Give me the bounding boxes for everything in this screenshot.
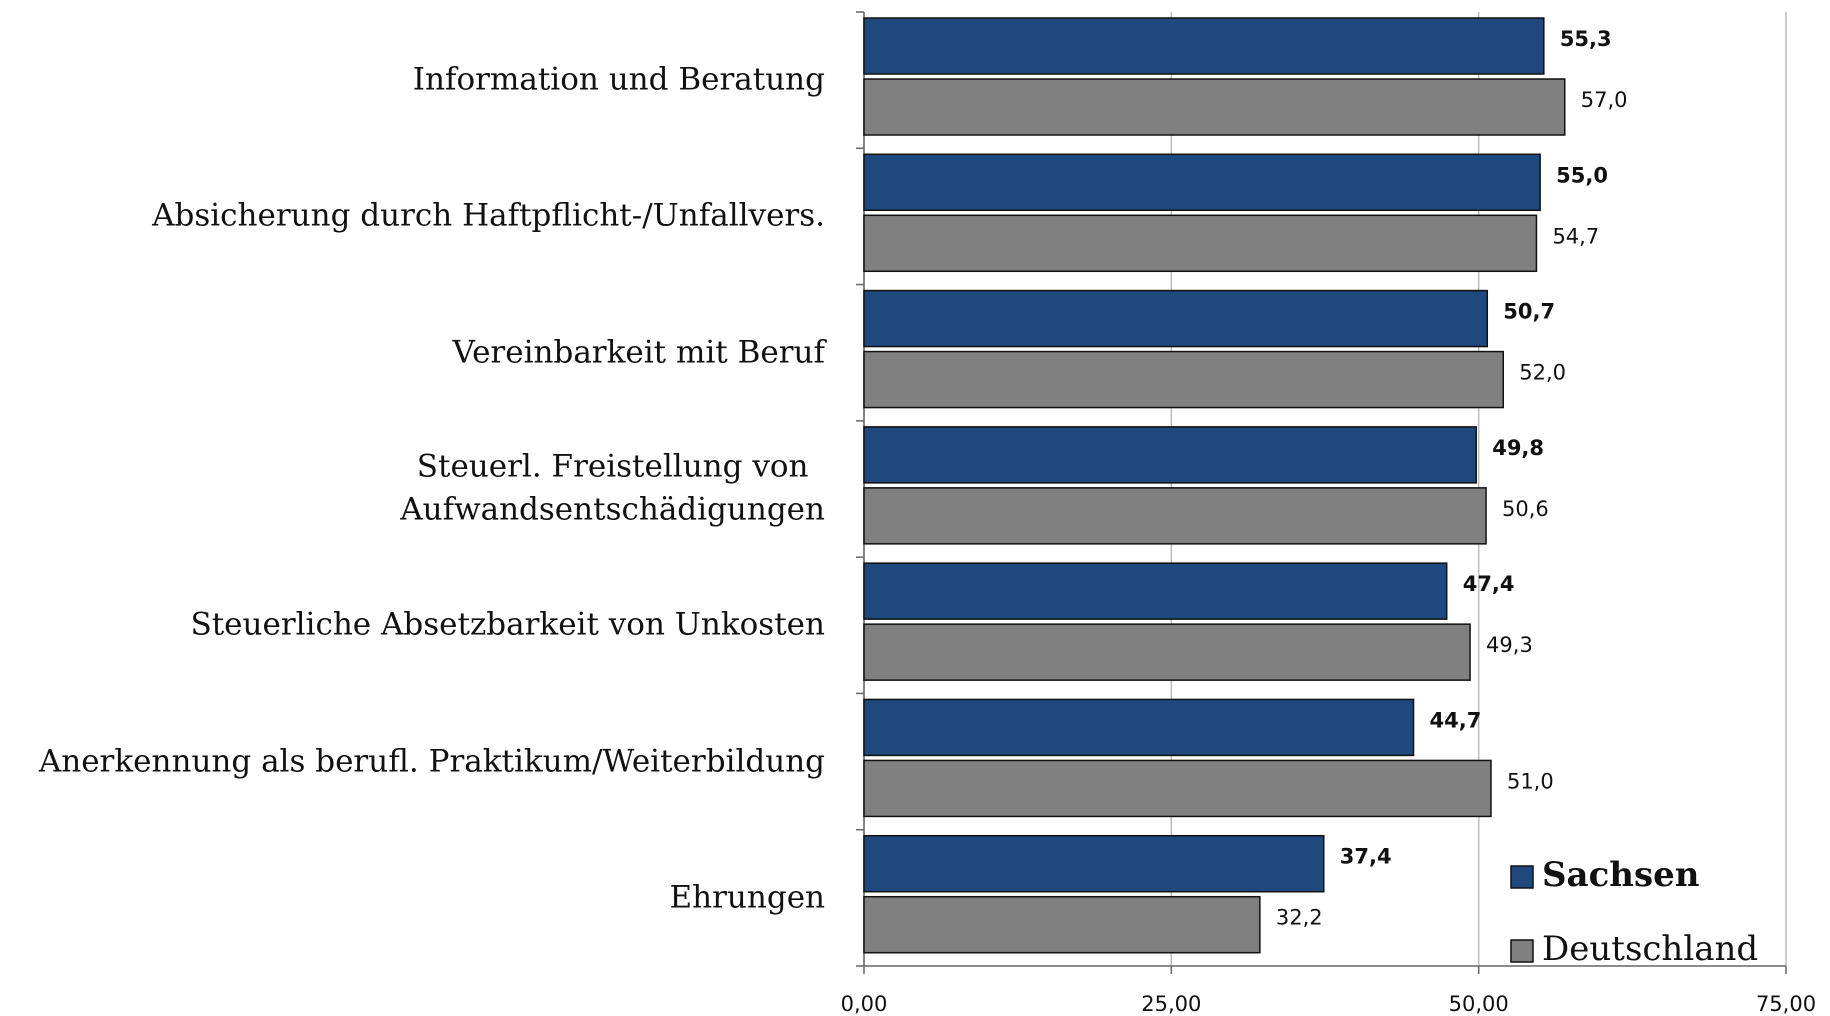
value-label: 57,0 — [1581, 88, 1628, 112]
value-label: 49,3 — [1486, 633, 1533, 657]
category-label: Vereinbarkeit mit Beruf — [452, 334, 825, 371]
bar — [863, 759, 1492, 818]
value-label: 51,0 — [1507, 769, 1554, 793]
category-label: Information und Beratung — [412, 61, 825, 98]
legend-swatch — [1510, 939, 1534, 963]
category-label: Absicherung durch Haftpflicht-/Unfallver… — [152, 197, 825, 234]
bar — [863, 487, 1487, 545]
bar — [863, 426, 1477, 484]
value-label: 44,7 — [1430, 708, 1482, 732]
x-tick-label: 0,00 — [841, 992, 888, 1016]
x-tick-label: 25,00 — [1141, 992, 1201, 1016]
bar — [863, 17, 1545, 75]
value-label: 55,0 — [1556, 163, 1608, 187]
value-label: 54,7 — [1552, 224, 1599, 248]
bar — [863, 153, 1541, 212]
value-label: 49,8 — [1492, 436, 1544, 460]
x-tick-label: 50,00 — [1449, 992, 1509, 1016]
bar — [863, 289, 1489, 348]
bar — [863, 78, 1566, 136]
category-label: Steuerl. Freistellung von Aufwandsentsch… — [400, 448, 825, 528]
legend-label: Sachsen — [1542, 855, 1700, 895]
category-label: Steuerliche Absetzbarkeit von Unkosten — [190, 606, 825, 643]
bar — [863, 698, 1415, 757]
category-label: Anerkennung als berufl. Praktikum/Weiter… — [38, 742, 825, 779]
x-tick-label: 75,00 — [1756, 992, 1816, 1016]
bar — [863, 623, 1471, 681]
bar — [863, 562, 1448, 620]
value-label: 50,7 — [1503, 300, 1555, 324]
value-label: 50,6 — [1502, 497, 1549, 521]
value-label: 47,4 — [1463, 572, 1515, 596]
value-label: 32,2 — [1276, 906, 1323, 930]
legend-swatch — [1510, 865, 1534, 889]
bar — [863, 895, 1261, 954]
legend-label: Deutschland — [1542, 929, 1758, 969]
bar — [863, 214, 1538, 273]
value-label: 37,4 — [1340, 845, 1392, 869]
value-label: 52,0 — [1519, 361, 1566, 385]
bar — [863, 350, 1505, 409]
category-label: Ehrungen — [669, 879, 826, 916]
bar — [863, 834, 1325, 893]
value-label: 55,3 — [1560, 27, 1612, 51]
